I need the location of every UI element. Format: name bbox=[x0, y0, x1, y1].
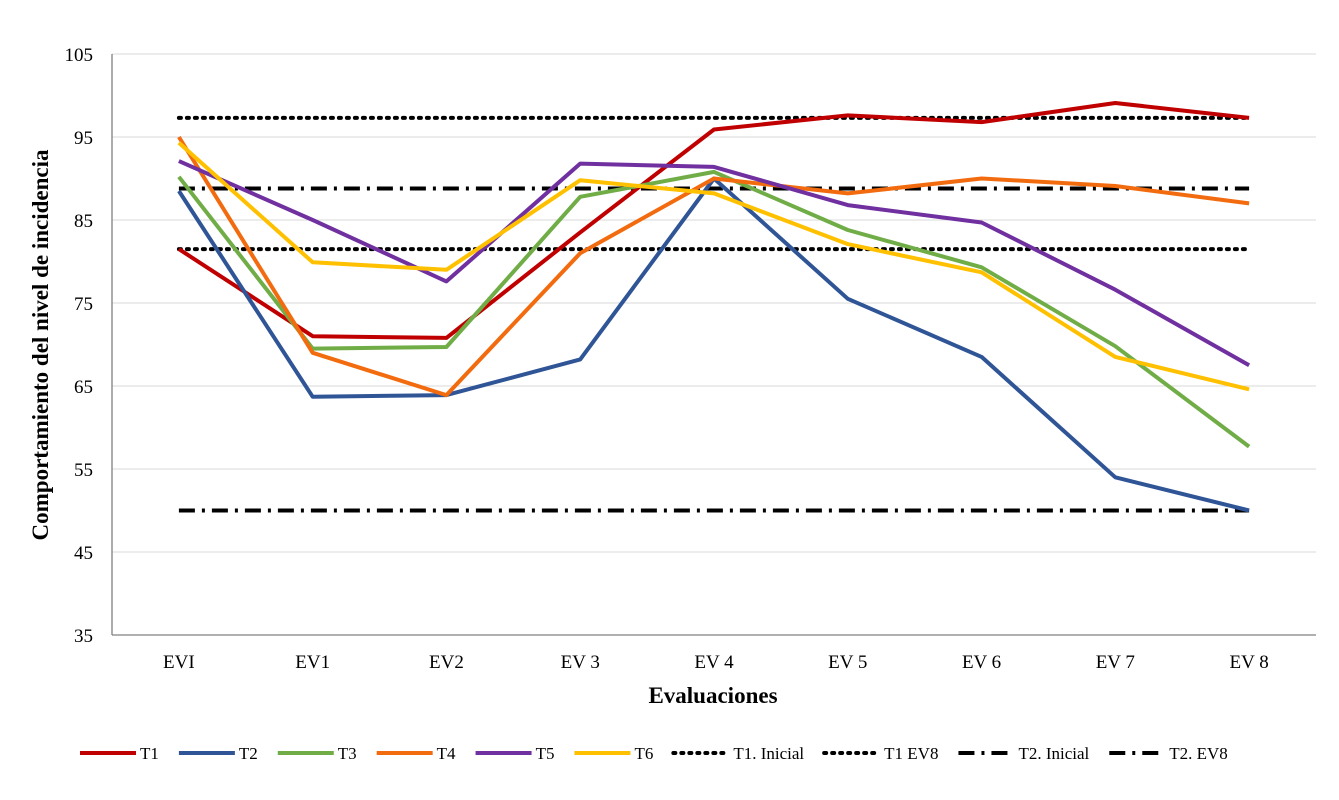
y-tick-label: 45 bbox=[74, 543, 93, 564]
y-tick-label: 35 bbox=[74, 626, 93, 647]
x-tick-label: EV 8 bbox=[1229, 652, 1268, 673]
x-tick-label: EV2 bbox=[429, 652, 464, 673]
y-tick-label: 65 bbox=[74, 377, 93, 398]
x-tick-label: EV1 bbox=[295, 652, 330, 673]
x-tick-label: EV 4 bbox=[694, 652, 734, 673]
x-tick-label: EV 3 bbox=[561, 652, 600, 673]
series-line-t3 bbox=[177, 169, 1251, 449]
series-lines bbox=[176, 101, 1252, 513]
legend-label-t3: T3 bbox=[338, 744, 357, 763]
axes bbox=[111, 54, 1316, 636]
x-tick-label: EVI bbox=[163, 652, 195, 673]
y-tick-label: 55 bbox=[74, 460, 93, 481]
x-axis-title: Evaluaciones bbox=[648, 683, 777, 708]
series-line-t5 bbox=[178, 159, 1251, 368]
y-tick-label: 105 bbox=[65, 45, 94, 66]
legend-label-t1-inicial: T1. Inicial bbox=[733, 744, 804, 763]
x-tick-label: EV 7 bbox=[1096, 652, 1135, 673]
y-tick-labels: 35 45 55 65 75 85 95 105 bbox=[65, 45, 94, 647]
legend-label-t2: T2 bbox=[239, 744, 258, 763]
legend-label-t4: T4 bbox=[437, 744, 456, 763]
x-tick-label: EV 5 bbox=[828, 652, 867, 673]
y-axis-title: Comportamiento del nivel de incidencia bbox=[28, 149, 53, 540]
legend-label-t1-ev8: T1 EV8 bbox=[884, 744, 938, 763]
y-tick-label: 75 bbox=[74, 294, 93, 315]
series-line-t4 bbox=[177, 135, 1250, 398]
legend-label-t2-inicial: T2. Inicial bbox=[1018, 744, 1089, 763]
series-line-t6 bbox=[177, 141, 1250, 392]
legend: T1 T2 T3 T4 T5 T6 T1. Inicial T1 EV8 T2. Inicial… bbox=[80, 744, 1228, 763]
y-tick-label: 95 bbox=[74, 128, 93, 149]
x-tick-label: EV 6 bbox=[962, 652, 1001, 673]
x-tick-labels: EVI EV1 EV2 EV 3 EV 4 EV 5 EV 6 EV 7 EV 8 bbox=[163, 652, 1269, 673]
legend-label-t6: T6 bbox=[634, 744, 653, 763]
legend-label-t5: T5 bbox=[536, 744, 555, 763]
legend-label-t2-ev8: T2. EV8 bbox=[1169, 744, 1228, 763]
legend-label-t1: T1 bbox=[140, 744, 159, 763]
y-tick-label: 85 bbox=[74, 211, 93, 232]
series-line-t2 bbox=[177, 176, 1250, 513]
series-line-t1 bbox=[177, 101, 1250, 340]
